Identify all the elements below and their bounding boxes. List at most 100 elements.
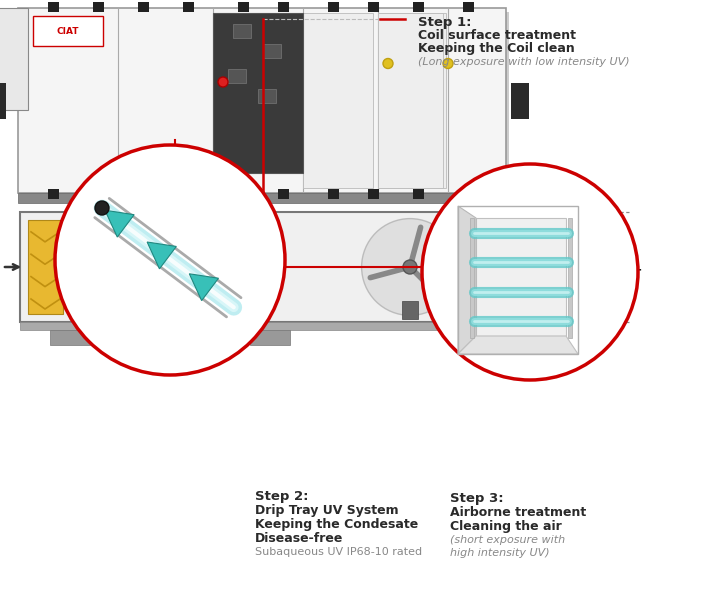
Text: Step 2:: Step 2:	[255, 490, 308, 503]
Text: CIAT: CIAT	[57, 27, 79, 35]
Circle shape	[545, 285, 553, 293]
Text: Step 1:: Step 1:	[418, 16, 472, 29]
Polygon shape	[105, 210, 134, 237]
Circle shape	[230, 238, 241, 249]
Bar	[228, 69, 246, 83]
Bar	[250, 330, 290, 345]
Bar	[463, 2, 474, 12]
Circle shape	[55, 145, 285, 375]
Bar	[588, 224, 594, 310]
Bar	[33, 16, 103, 46]
Text: –: –	[108, 258, 117, 276]
Bar	[21, 12, 509, 197]
Bar	[233, 24, 251, 38]
Bar	[68, 220, 96, 314]
Circle shape	[218, 77, 228, 87]
Polygon shape	[190, 274, 218, 301]
Bar	[546, 224, 552, 310]
Text: Step 3:: Step 3:	[450, 492, 503, 505]
Bar	[213, 13, 303, 173]
Bar	[224, 244, 248, 290]
Bar	[328, 189, 339, 199]
Circle shape	[587, 241, 595, 249]
Text: Drip Tray UV System: Drip Tray UV System	[255, 504, 399, 517]
Bar	[93, 189, 104, 199]
Bar	[470, 218, 474, 338]
Bar	[99, 220, 127, 314]
Circle shape	[559, 285, 567, 293]
Circle shape	[573, 241, 581, 249]
Bar	[48, 189, 59, 199]
Bar	[378, 13, 446, 188]
Text: +: +	[75, 258, 89, 276]
Bar	[535, 212, 607, 322]
Text: (Long exposure with low intensity UV): (Long exposure with low intensity UV)	[418, 57, 630, 67]
Circle shape	[231, 262, 241, 272]
Bar	[463, 189, 474, 199]
Bar	[138, 2, 149, 12]
Bar	[183, 2, 194, 12]
Polygon shape	[161, 332, 189, 350]
Circle shape	[422, 164, 638, 380]
Text: high intensity UV): high intensity UV)	[450, 548, 550, 558]
Bar	[28, 220, 63, 314]
Bar	[278, 2, 289, 12]
Bar	[278, 189, 289, 199]
Text: Subaqueous UV IP68-10 rated: Subaqueous UV IP68-10 rated	[255, 547, 422, 557]
Circle shape	[132, 222, 142, 233]
Bar	[93, 2, 104, 12]
Bar	[413, 2, 424, 12]
Circle shape	[132, 239, 142, 248]
Circle shape	[231, 300, 241, 309]
Text: Keeping the Condesate: Keeping the Condesate	[255, 518, 418, 531]
Circle shape	[443, 58, 453, 68]
Bar	[48, 2, 59, 12]
Circle shape	[132, 295, 142, 305]
Bar	[568, 218, 572, 338]
Bar	[183, 189, 194, 199]
Text: (short exposure with: (short exposure with	[450, 535, 565, 545]
Bar	[238, 189, 249, 199]
Bar	[328, 2, 339, 12]
Text: Airborne treatment: Airborne treatment	[450, 506, 586, 519]
Polygon shape	[147, 242, 176, 269]
Text: Disease-free: Disease-free	[255, 532, 343, 545]
Bar	[0, 8, 28, 110]
Bar	[303, 13, 373, 188]
Circle shape	[231, 243, 241, 253]
Circle shape	[403, 260, 417, 274]
Polygon shape	[191, 332, 219, 350]
Circle shape	[231, 281, 241, 291]
Bar	[20, 212, 520, 322]
Bar	[258, 89, 276, 103]
Text: Keeping the Coil clean: Keeping the Coil clean	[418, 42, 575, 55]
Bar	[368, 189, 379, 199]
Bar	[18, 193, 506, 203]
Bar	[151, 220, 196, 314]
Bar	[200, 220, 220, 314]
Bar	[476, 218, 566, 336]
Text: Coil surface treatment: Coil surface treatment	[418, 29, 576, 42]
Bar	[238, 2, 249, 12]
Bar	[50, 330, 90, 345]
Circle shape	[132, 257, 142, 267]
Bar	[458, 206, 578, 354]
Circle shape	[95, 201, 109, 215]
Bar	[402, 301, 418, 319]
Text: Cleaning the air: Cleaning the air	[450, 520, 562, 533]
Circle shape	[383, 58, 393, 68]
Polygon shape	[458, 206, 476, 354]
Circle shape	[231, 224, 241, 234]
Circle shape	[587, 285, 595, 293]
Bar	[378, 13, 443, 188]
Bar	[574, 224, 580, 310]
Bar	[263, 44, 281, 58]
Circle shape	[230, 285, 241, 296]
Text: OUT: OUT	[612, 269, 641, 281]
Circle shape	[132, 276, 142, 286]
Bar	[368, 2, 379, 12]
Circle shape	[573, 285, 581, 293]
Bar	[470, 330, 510, 345]
Text: AIR: AIR	[612, 250, 636, 264]
Bar	[560, 224, 566, 310]
